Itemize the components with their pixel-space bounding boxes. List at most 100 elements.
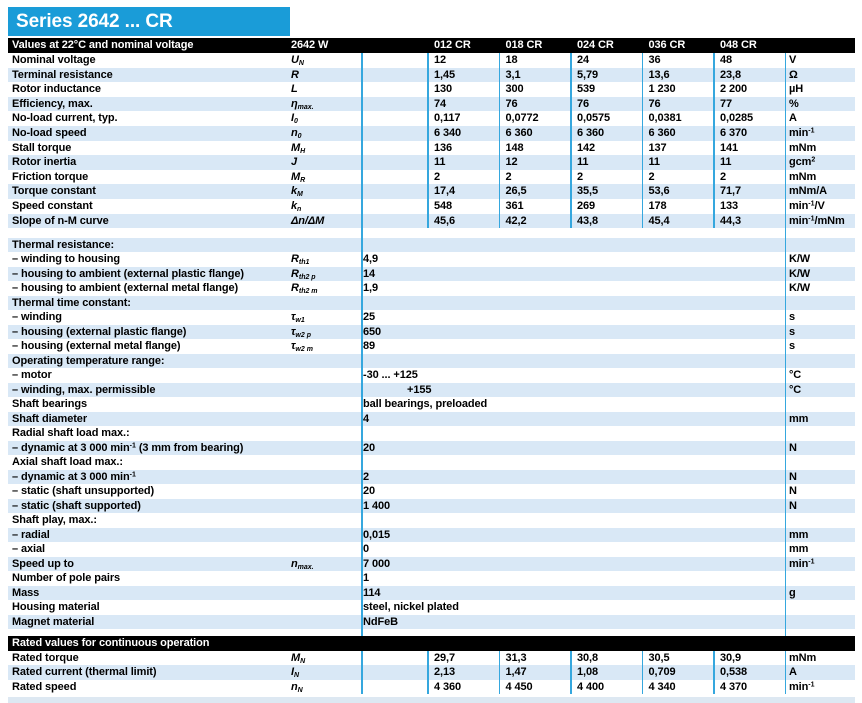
param-label: Mass xyxy=(12,586,40,599)
table-row: No-load current, typ. I0 0,117 0,0772 0,0575… xyxy=(8,111,855,126)
value-cell: 148 xyxy=(505,141,524,154)
value-wide: 0,015 xyxy=(363,528,391,541)
value-cell: 178 xyxy=(648,199,667,212)
param-label: Operating temperature range: xyxy=(12,354,165,367)
param-symbol: τw2 p xyxy=(291,325,311,339)
value-cell: 136 xyxy=(434,141,453,154)
column-header: 024 CR xyxy=(577,39,614,51)
value-wide: -30 ... +125 xyxy=(363,369,418,382)
table-row: – winding to housing Rth1 4,9 K/W xyxy=(8,252,855,267)
value-cell: 0,0575 xyxy=(577,112,611,125)
value-cell: 6 360 xyxy=(577,126,605,139)
unit-cell: N xyxy=(789,485,797,498)
param-label: – radial xyxy=(12,528,50,541)
table-section xyxy=(8,228,855,238)
column-divider xyxy=(713,650,715,695)
table-row: Terminal resistance R 1,45 3,1 5,79 13,6 23,8 Ω xyxy=(8,67,855,83)
table-row: – winding, max. permissible +155 °C xyxy=(8,382,855,398)
param-label: Shaft bearings xyxy=(12,398,88,411)
param-symbol: τw1 xyxy=(291,311,305,325)
column-divider xyxy=(361,237,363,630)
table-section: Rated torque MN 29,7 31,3 30,8 30,5 30,9 mNm Rat… xyxy=(8,650,855,695)
param-symbol: IN xyxy=(291,666,300,680)
value-cell: 23,8 xyxy=(720,68,742,81)
table-row: Radial shaft load max.: xyxy=(8,426,855,441)
unit-cell: K/W xyxy=(789,267,811,280)
param-label: – housing (external metal flange) xyxy=(12,340,181,353)
column-divider xyxy=(361,228,363,238)
value-wide: 2 xyxy=(363,470,370,483)
table-row: Shaft bearings ball bearings, preloaded xyxy=(8,397,855,412)
column-divider xyxy=(427,53,429,229)
value-cell: 1,47 xyxy=(505,666,527,679)
param-label: – housing to ambient (external plastic f… xyxy=(12,267,244,280)
table-row: Rotor inertia J 11 12 11 11 11 gcm2 xyxy=(8,155,855,170)
value-cell: 2,13 xyxy=(434,666,456,679)
param-label: – dynamic at 3 000 min-1 xyxy=(12,470,136,483)
value-cell: 76 xyxy=(648,97,661,110)
table-row: – static (shaft unsupported) 20 N xyxy=(8,484,855,499)
column-divider xyxy=(641,650,643,695)
value-cell: 0,0381 xyxy=(648,112,682,125)
column-divider xyxy=(570,53,572,229)
param-label: – winding, max. permissible xyxy=(12,383,156,396)
unit-cell: min-1 xyxy=(789,680,815,693)
value-cell: 133 xyxy=(720,199,739,212)
table-row: Housing material steel, nickel plated xyxy=(8,600,855,615)
value-cell: 6 360 xyxy=(505,126,533,139)
unit-cell: mm xyxy=(789,528,809,541)
table-row: Operating temperature range: xyxy=(8,353,855,369)
value-cell: 71,7 xyxy=(720,185,742,198)
table-row: Shaft diameter 4 mm xyxy=(8,411,855,427)
param-label: – winding to housing xyxy=(12,253,120,266)
param-label: – static (shaft supported) xyxy=(12,499,141,512)
param-label: No-load speed xyxy=(12,126,87,139)
param-label: Thermal time constant: xyxy=(12,296,131,309)
column-divider xyxy=(784,228,786,238)
value-cell: 539 xyxy=(577,83,596,96)
param-symbol: J xyxy=(291,156,298,169)
table-row: – housing to ambient (external plastic f… xyxy=(8,266,855,282)
unit-cell: min-1 xyxy=(789,557,815,570)
column-divider xyxy=(784,53,786,229)
column-divider xyxy=(784,237,786,630)
unit-cell: mNm xyxy=(789,141,817,154)
table-row: Number of pole pairs 1 xyxy=(8,571,855,586)
value-cell: 30,8 xyxy=(577,651,599,664)
value-cell: 36 xyxy=(648,54,661,66)
section-header-bar: Rated values for continuous operation xyxy=(8,636,855,651)
param-label: Speed constant xyxy=(12,199,93,212)
value-cell: 2 xyxy=(505,170,512,183)
value-cell: 4 360 xyxy=(434,680,462,693)
table-row: – dynamic at 3 000 min-1 2 N xyxy=(8,469,855,485)
param-symbol: R xyxy=(291,68,299,81)
value-cell: 4 370 xyxy=(720,680,748,693)
table-row: – static (shaft supported) 1 400 N xyxy=(8,498,855,514)
table-section xyxy=(8,629,855,637)
param-symbol: kn xyxy=(291,199,302,213)
unit-cell: g xyxy=(789,586,796,599)
param-label: Efficiency, max. xyxy=(12,97,93,110)
param-label: Housing material xyxy=(12,601,100,614)
column-divider xyxy=(784,650,786,695)
value-wide: 89 xyxy=(363,340,376,353)
unit-cell: % xyxy=(789,97,799,110)
param-label: Speed up to xyxy=(12,557,74,570)
value-wide: 0 xyxy=(363,543,370,556)
unit-cell: °C xyxy=(789,369,802,382)
value-wide: 1,9 xyxy=(363,282,378,295)
unit-cell: °C xyxy=(789,383,802,396)
unit-cell: gcm2 xyxy=(789,156,816,169)
value-wide: 4,9 xyxy=(363,253,378,266)
table-row: Nominal voltage UN 12 18 24 36 48 V xyxy=(8,53,855,68)
column-header: 048 CR xyxy=(720,39,757,51)
value-cell: 2 xyxy=(434,170,441,183)
spec-table: Values at 22°C and nominal voltage 2642 … xyxy=(8,38,855,703)
value-cell: 130 xyxy=(434,83,453,96)
value-cell: 74 xyxy=(434,97,447,110)
value-cell: 30,9 xyxy=(720,651,742,664)
value-cell: 45,4 xyxy=(648,214,670,227)
param-symbol: Δn/ΔM xyxy=(291,214,325,227)
table-row: – radial 0,015 mm xyxy=(8,527,855,543)
